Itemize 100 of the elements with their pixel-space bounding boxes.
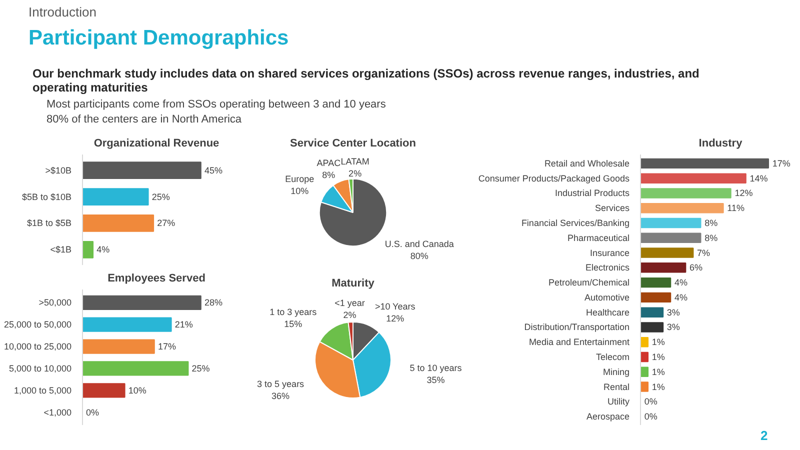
data-label: 1% <box>652 382 665 392</box>
bar <box>640 382 649 392</box>
slice-label: <1 year <box>334 298 365 308</box>
y-tick-label: 10,000 to 25,000 <box>4 342 72 352</box>
y-tick-label: <1,000 <box>44 407 72 418</box>
bar <box>82 162 202 180</box>
slice-label: APAC <box>316 158 342 168</box>
data-label: 28% <box>204 298 222 308</box>
y-tick-label: >50,000 <box>38 298 72 308</box>
bar <box>640 158 769 169</box>
data-label: 6% <box>690 262 703 273</box>
data-label: 3% <box>666 322 680 332</box>
y-tick-label: Telecom <box>596 352 630 362</box>
bar <box>640 202 724 214</box>
data-label: 80% <box>410 251 428 262</box>
text: Introduction <box>28 4 96 20</box>
bar <box>640 352 649 362</box>
y-tick-label: Mining <box>602 366 630 377</box>
bar <box>640 366 649 378</box>
bar <box>640 188 732 198</box>
data-label: 17% <box>158 342 176 352</box>
text: Participant Demographics <box>28 26 289 50</box>
data-label: 12% <box>386 314 404 324</box>
chart-title: Employees Served <box>108 272 206 284</box>
y-tick-label: Financial Services/Banking <box>521 218 630 228</box>
data-label: 35% <box>426 375 445 386</box>
data-label: 25% <box>192 363 210 374</box>
text: Most participants come from SSOs operating between 3 and 10 years <box>46 98 386 110</box>
y-tick-label: >$10B <box>45 165 72 176</box>
data-label: 3% <box>666 307 680 318</box>
text: 2 <box>760 428 768 443</box>
y-tick-label: Petroleum/Chemical <box>548 278 630 288</box>
y-tick-label: Automotive <box>584 292 630 302</box>
data-label: 4% <box>674 278 688 288</box>
y-tick-label: Pharmaceutical <box>567 232 630 243</box>
y-tick-label: Distribution/Transportation <box>524 322 630 332</box>
bar <box>640 307 664 318</box>
data-label: 17% <box>772 158 790 168</box>
y-tick-label: <$1B <box>50 244 72 255</box>
y-tick-label: Utility <box>608 396 630 407</box>
slice-label: 1 to 3 years <box>270 306 318 317</box>
data-label: 14% <box>750 173 768 184</box>
bar <box>640 292 672 303</box>
data-label: 4% <box>96 244 110 255</box>
data-label: 0% <box>644 412 658 422</box>
data-label: 15% <box>284 318 302 329</box>
y-tick-label: 25,000 to 50,000 <box>4 320 72 330</box>
data-label: 4% <box>674 292 688 302</box>
bar <box>82 214 154 232</box>
data-label: 0% <box>86 407 100 418</box>
slice-label: Europe <box>285 174 314 184</box>
data-label: 11% <box>727 203 745 214</box>
bar <box>640 262 686 273</box>
bar <box>82 317 172 332</box>
y-tick-label: Electronics <box>585 262 630 273</box>
y-tick-label: 1,000 to 5,000 <box>14 385 72 396</box>
y-tick-label: Services <box>594 203 630 214</box>
y-tick-label: Industrial Products <box>554 188 630 198</box>
bar <box>640 232 702 243</box>
text: 80% of the centers are in North America <box>46 114 242 126</box>
slice-label: >10 Years <box>374 302 416 312</box>
data-label: 27% <box>157 218 176 228</box>
data-label: 2% <box>343 310 356 320</box>
data-label: 36% <box>272 390 290 401</box>
data-label: 45% <box>204 165 222 176</box>
data-label: 1% <box>652 352 665 362</box>
slice-label: 3 to 5 years <box>257 378 305 389</box>
chart-title: Organizational Revenue <box>94 138 220 150</box>
chart-title: Industry <box>698 138 744 150</box>
y-tick-label: Consumer Products/Packaged Goods <box>478 173 630 184</box>
y-tick-label: Rental <box>603 382 630 392</box>
y-tick-label: 5,000 to 10,000 <box>8 363 72 374</box>
text: Our benchmark study includes data on shared services organizations (SSOs) across revenue ranges, industries, and operating maturities <box>32 66 700 94</box>
y-tick-label: $5B to $10B <box>22 192 72 202</box>
data-label: 8% <box>322 170 336 180</box>
y-tick-label: Aerospace <box>586 412 630 422</box>
bar <box>640 277 672 288</box>
bar <box>82 188 149 206</box>
data-label: 10% <box>290 186 309 196</box>
chart-title: Maturity <box>332 278 376 290</box>
y-tick-label: $1B to $5B <box>26 218 72 228</box>
slice-label: LATAM <box>340 156 370 166</box>
y-tick-label: Retail and Wholesale <box>544 158 630 168</box>
data-label: 1% <box>652 366 665 377</box>
data-label: 7% <box>697 248 710 258</box>
data-label: 25% <box>152 192 170 202</box>
y-tick-label: Insurance <box>590 248 630 258</box>
bar <box>82 339 155 354</box>
bar <box>640 322 664 332</box>
bar <box>82 240 94 258</box>
y-tick-label: Healthcare <box>586 307 630 318</box>
data-label: 1% <box>652 337 665 348</box>
bar <box>82 383 126 398</box>
data-label: 21% <box>174 320 193 330</box>
bar <box>82 295 202 310</box>
data-label: 10% <box>128 385 146 396</box>
chart-title: Service Center Location <box>290 138 416 150</box>
data-label: 12% <box>734 188 753 198</box>
slice-label: U.S. and Canada <box>384 239 454 250</box>
data-label: 0% <box>644 396 658 407</box>
